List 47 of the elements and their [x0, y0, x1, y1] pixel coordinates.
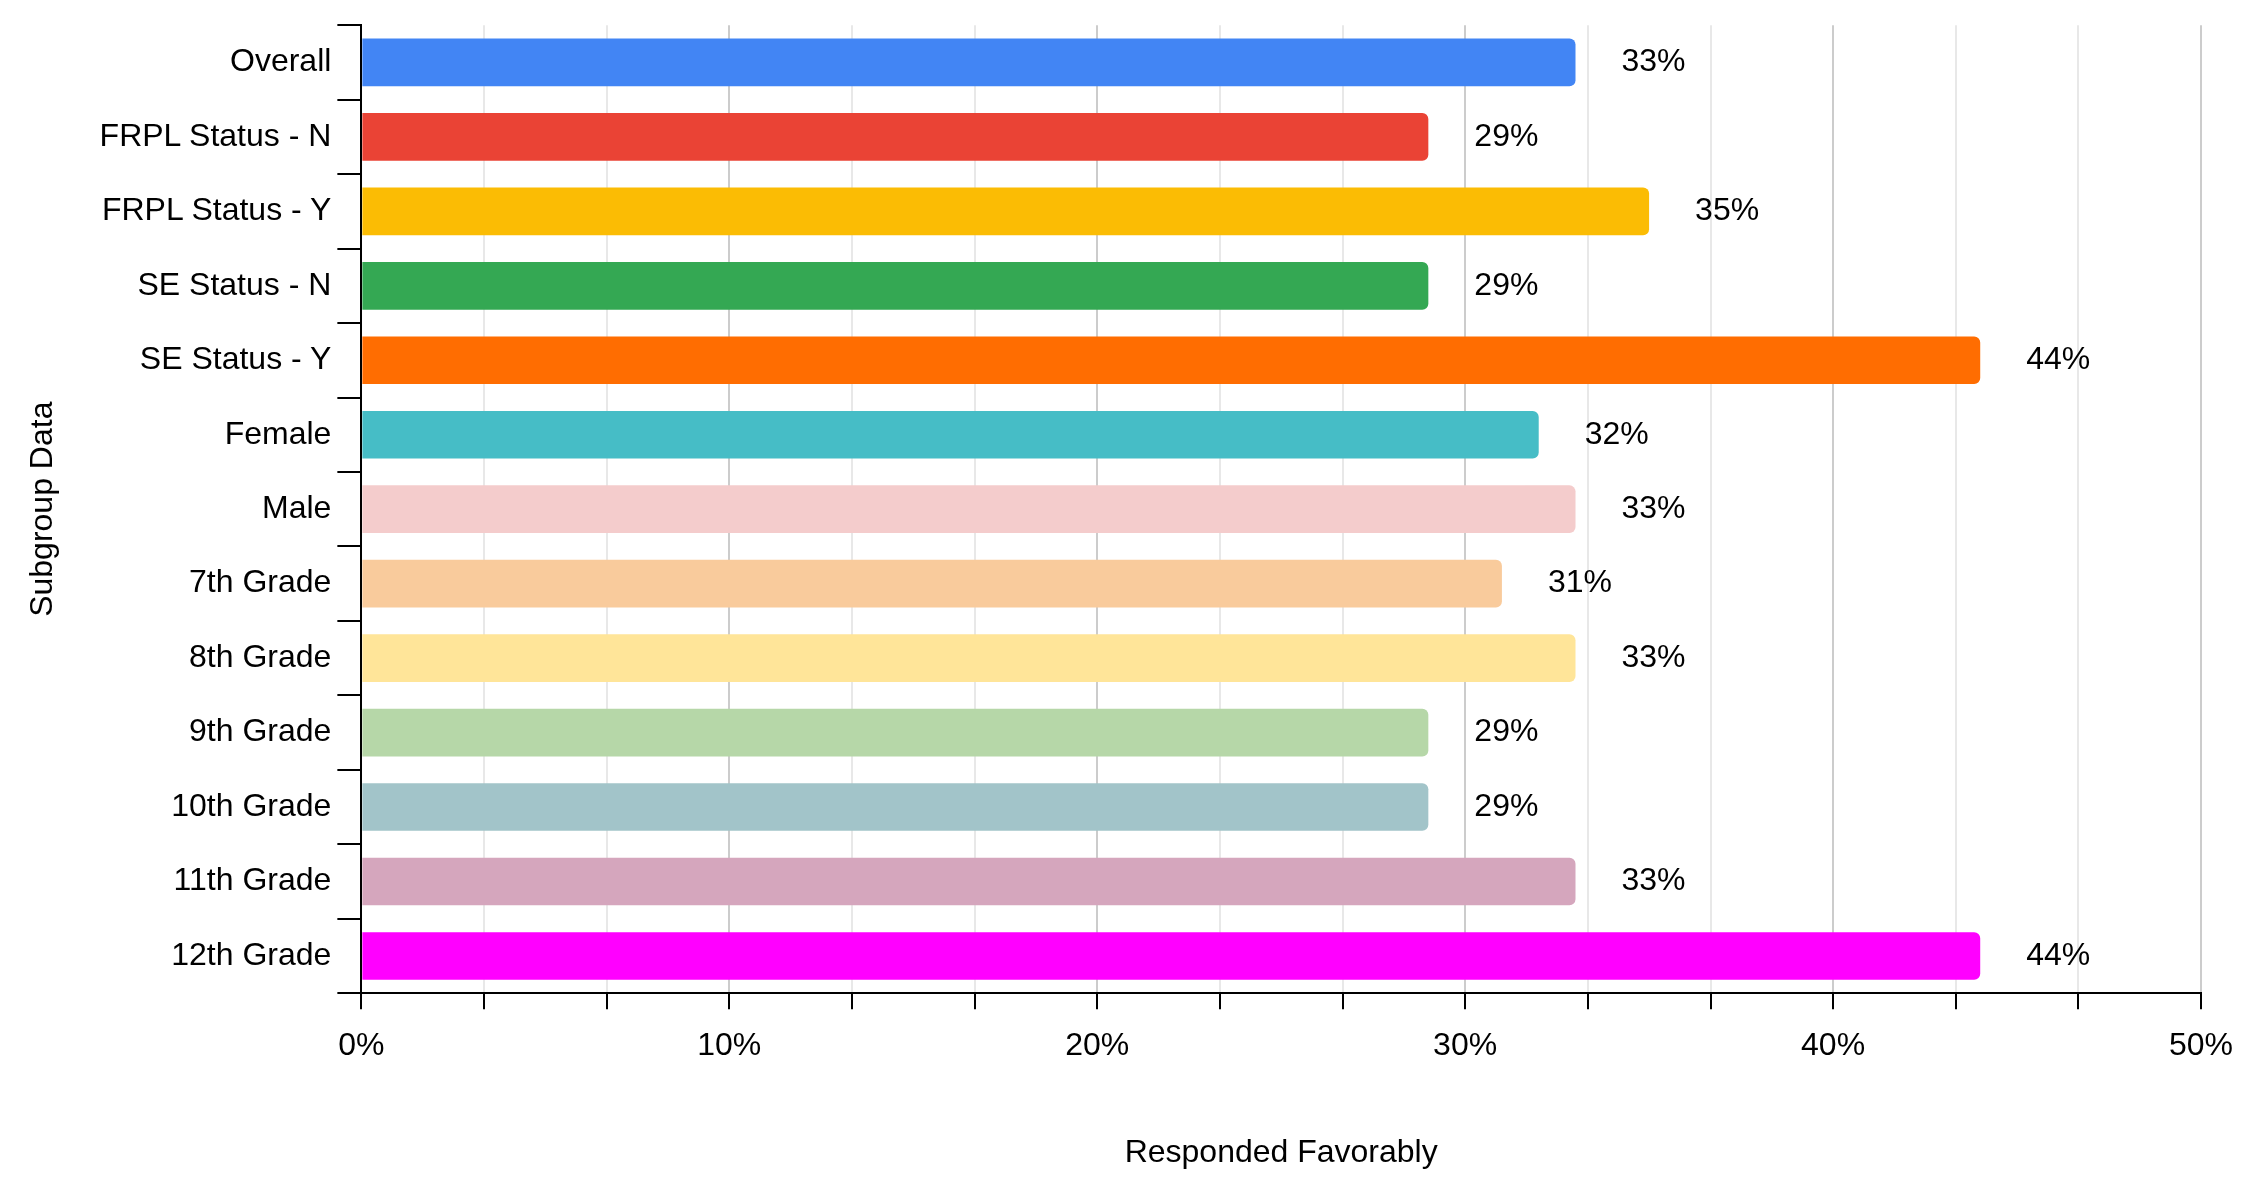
- bar: [362, 336, 1981, 385]
- x-tick-label: 0%: [338, 1026, 385, 1063]
- bar: [362, 38, 1576, 87]
- bar: [362, 559, 1502, 608]
- bar: [362, 783, 1429, 831]
- data-label: 29%: [1474, 116, 1539, 153]
- y-tick-label: 7th Grade: [189, 563, 332, 600]
- bar: [362, 261, 1429, 310]
- x-tick-label: 40%: [1801, 1026, 1866, 1063]
- data-label: 44%: [2026, 340, 2091, 377]
- y-tick-label: SE Status - Y: [139, 340, 332, 377]
- data-label: 33%: [1621, 489, 1686, 526]
- data-label: 33%: [1621, 42, 1686, 79]
- y-tick-label: 8th Grade: [189, 637, 332, 674]
- data-label: 35%: [1695, 191, 1760, 228]
- data-label: 29%: [1474, 786, 1539, 823]
- y-tick-label: Overall: [229, 42, 332, 79]
- bar: [362, 485, 1576, 534]
- y-tick-label: SE Status - N: [137, 265, 332, 302]
- y-tick-label: 12th Grade: [171, 935, 332, 972]
- bar: [362, 113, 1429, 161]
- data-label: 29%: [1474, 265, 1539, 302]
- data-label: 44%: [2026, 935, 2091, 972]
- y-tick-label: Male: [261, 489, 332, 526]
- y-axis-title: Subgroup Data: [23, 401, 60, 617]
- x-tick-label: 50%: [2168, 1026, 2233, 1063]
- bar: [362, 634, 1576, 682]
- y-tick-label: Female: [224, 414, 332, 451]
- x-tick-label: 20%: [1065, 1026, 1130, 1063]
- y-tick-label: 10th Grade: [171, 786, 332, 823]
- bar: [362, 708, 1429, 757]
- y-tick-label: FRPL Status - Y: [101, 191, 332, 228]
- bar: [362, 187, 1650, 236]
- y-tick-label: 11th Grade: [173, 861, 332, 898]
- x-tick-label: 30%: [1433, 1026, 1498, 1063]
- data-label: 33%: [1621, 861, 1686, 898]
- x-axis-title: Responded Favorably: [1124, 1132, 1438, 1169]
- y-tick-label: 9th Grade: [189, 712, 332, 749]
- y-tick-label: FRPL Status - N: [99, 116, 332, 153]
- bar: [362, 857, 1576, 906]
- bar: [362, 932, 1981, 980]
- bar: [362, 410, 1539, 459]
- x-tick-label: 10%: [697, 1026, 762, 1063]
- data-label: 29%: [1474, 712, 1539, 749]
- data-label: 33%: [1621, 637, 1686, 674]
- data-label: 31%: [1547, 563, 1612, 600]
- data-label: 32%: [1584, 414, 1649, 451]
